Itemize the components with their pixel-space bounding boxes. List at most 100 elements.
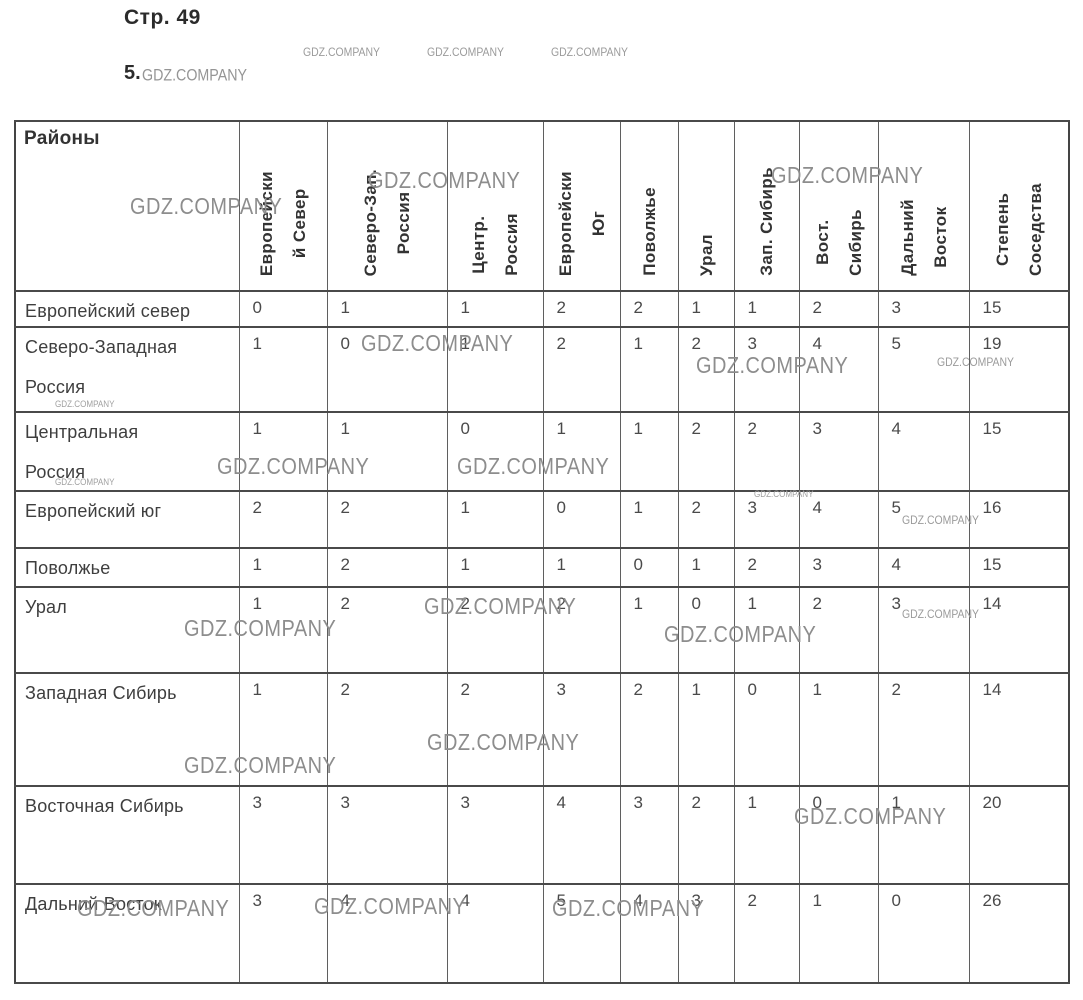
watermark: GDZ.COMPANY	[427, 46, 505, 60]
value-cell: 4	[877, 411, 970, 492]
column-header-label: Вост. Сибирь	[812, 209, 865, 276]
value-cell: 1	[238, 411, 328, 492]
value-cell: 3	[677, 883, 735, 984]
table-corner-header: Районы	[14, 120, 240, 292]
value-cell: 5	[877, 326, 970, 413]
value-cell: 2	[677, 490, 735, 549]
value-cell: 2	[326, 586, 448, 674]
table-row: Западная Сибирь 1 2 2 3 2 1 0 1 2 14	[14, 672, 1070, 787]
value-cell: 2	[446, 672, 544, 787]
value-cell: 3	[798, 547, 879, 588]
column-header-label: Северо-Зап. Россия	[361, 168, 413, 276]
value-cell: 1	[733, 586, 800, 674]
column-header-label: Урал	[696, 233, 716, 276]
row-label: Северо-Западная Россия	[14, 326, 240, 413]
value-cell: 1	[542, 547, 621, 588]
value-cell: 19	[968, 326, 1070, 413]
row-label: Дальний Восток	[14, 883, 240, 984]
value-cell: 3	[733, 326, 800, 413]
value-cell: 1	[619, 411, 679, 492]
exercise-number: 5.	[124, 62, 141, 84]
neighbor-degree-table: Районы Европейски й Север Северо-Зап. Росси…	[14, 120, 1070, 984]
value-cell: 2	[446, 586, 544, 674]
value-cell: 2	[677, 411, 735, 492]
value-cell: 3	[733, 490, 800, 549]
value-cell: 0	[619, 547, 679, 588]
value-cell: 2	[326, 490, 448, 549]
value-cell: 3	[619, 785, 679, 885]
watermark: GDZ.COMPANY	[303, 46, 381, 60]
value-cell: 4	[542, 785, 621, 885]
row-label: Восточная Сибирь	[14, 785, 240, 885]
column-header-5: Поволжье	[619, 120, 679, 292]
value-cell: 2	[677, 326, 735, 413]
column-header-label: Поволжье	[639, 187, 659, 276]
value-cell: 2	[326, 672, 448, 787]
column-header-4: Европейски Юг	[542, 120, 621, 292]
value-cell: 2	[733, 883, 800, 984]
value-cell: 2	[326, 547, 448, 588]
value-cell: 0	[446, 411, 544, 492]
column-header-label: Центр. Россия	[469, 213, 521, 276]
value-cell: 1	[446, 326, 544, 413]
value-cell: 14	[968, 586, 1070, 674]
table-row: Европейский юг 2 2 1 0 1 2 3 4 5 16	[14, 490, 1070, 549]
value-cell: 0	[877, 883, 970, 984]
value-cell: 20	[968, 785, 1070, 885]
column-header-label: Зап. Сибирь	[757, 167, 776, 276]
column-header-3: Центр. Россия	[446, 120, 544, 292]
page-title: Стр. 49	[124, 6, 201, 29]
value-cell: 1	[446, 490, 544, 549]
column-header-label: Европейски й Север	[257, 170, 309, 276]
value-cell: 1	[677, 672, 735, 787]
value-cell: 2	[619, 672, 679, 787]
value-cell: 15	[968, 290, 1070, 328]
value-cell: 3	[877, 586, 970, 674]
value-cell: 4	[877, 547, 970, 588]
value-cell: 1	[238, 672, 328, 787]
table-row: Урал 1 2 2 2 1 0 1 2 3 14	[14, 586, 1070, 674]
value-cell: 2	[542, 586, 621, 674]
value-cell: 0	[798, 785, 879, 885]
value-cell: 1	[677, 547, 735, 588]
value-cell: 3	[542, 672, 621, 787]
value-cell: 1	[238, 547, 328, 588]
value-cell: 5	[542, 883, 621, 984]
value-cell: 2	[542, 326, 621, 413]
value-cell: 2	[677, 785, 735, 885]
row-label: Поволжье	[14, 547, 240, 588]
value-cell: 1	[677, 290, 735, 328]
value-cell: 5	[877, 490, 970, 549]
column-header-1: Европейски й Север	[238, 120, 328, 292]
value-cell: 3	[238, 785, 328, 885]
value-cell: 1	[619, 586, 679, 674]
column-header-label: Дальний Восток	[897, 199, 950, 276]
watermark: GDZ.COMPANY	[142, 66, 248, 86]
value-cell: 1	[877, 785, 970, 885]
value-cell: 4	[798, 490, 879, 549]
value-cell: 4	[619, 883, 679, 984]
value-cell: 1	[733, 290, 800, 328]
row-label: Центральная Россия	[14, 411, 240, 492]
table-row: Европейский север 0 1 1 2 2 1 1 2 3 15	[14, 290, 1070, 328]
table-header-row: Районы Европейски й Север Северо-Зап. Росси…	[14, 120, 1070, 292]
value-cell: 2	[619, 290, 679, 328]
value-cell: 26	[968, 883, 1070, 984]
value-cell: 1	[619, 490, 679, 549]
column-header-label: Степень Соседства	[992, 183, 1045, 276]
value-cell: 2	[238, 490, 328, 549]
value-cell: 0	[542, 490, 621, 549]
value-cell: 3	[798, 411, 879, 492]
value-cell: 1	[619, 326, 679, 413]
value-cell: 2	[733, 547, 800, 588]
value-cell: 16	[968, 490, 1070, 549]
value-cell: 2	[877, 672, 970, 787]
value-cell: 1	[446, 290, 544, 328]
value-cell: 4	[798, 326, 879, 413]
value-cell: 1	[238, 326, 328, 413]
table-row: Центральная Россия 1 1 0 1 1 2 2 3 4 15	[14, 411, 1070, 492]
column-header-label: Европейски Юг	[555, 170, 608, 276]
value-cell: 1	[446, 547, 544, 588]
value-cell: 1	[542, 411, 621, 492]
